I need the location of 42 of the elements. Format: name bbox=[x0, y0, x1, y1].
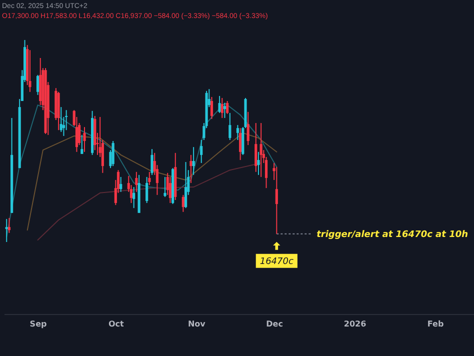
candlestick bbox=[260, 122, 262, 178]
candlestick bbox=[223, 102, 226, 118]
candlestick bbox=[220, 97, 224, 118]
candlestick bbox=[5, 218, 8, 242]
candlestick bbox=[80, 134, 84, 154]
candlestick bbox=[146, 176, 148, 204]
candlestick bbox=[83, 126, 86, 152]
x-tick-label: 2026 bbox=[344, 320, 367, 328]
candlestick bbox=[228, 112, 232, 140]
x-tick-label: Dec bbox=[266, 320, 284, 328]
candlestick bbox=[148, 171, 151, 186]
candlestick bbox=[226, 100, 229, 114]
candlestick bbox=[112, 140, 114, 167]
candlestick bbox=[218, 95, 221, 114]
candlestick bbox=[254, 122, 258, 172]
x-tick-label: Oct bbox=[108, 320, 124, 328]
x-tick-label: Sep bbox=[30, 320, 47, 328]
candlestick bbox=[164, 176, 166, 198]
ref-line-label: trigger/alert at 16470c at 10h bbox=[316, 230, 468, 240]
candlestick bbox=[236, 124, 239, 140]
candlestick bbox=[120, 176, 122, 192]
annotation: 16470c bbox=[260, 256, 294, 267]
candlestick bbox=[168, 176, 172, 204]
x-tick-label: Nov bbox=[188, 320, 206, 328]
candlestick bbox=[36, 74, 40, 96]
candlestick bbox=[135, 171, 138, 192]
candlestick bbox=[65, 110, 68, 131]
candlestick bbox=[8, 217, 10, 234]
candlestick bbox=[182, 194, 184, 212]
candlestick bbox=[257, 151, 260, 176]
x-tick-label: Feb bbox=[427, 320, 444, 328]
candlestick bbox=[184, 162, 188, 209]
candlestick bbox=[246, 111, 250, 146]
candlestick bbox=[150, 148, 154, 176]
candlestick bbox=[190, 154, 192, 184]
candlestick bbox=[132, 186, 136, 209]
candlestick bbox=[275, 166, 278, 234]
candlestick bbox=[192, 146, 195, 176]
candlestick bbox=[60, 106, 62, 132]
candlestick bbox=[200, 139, 203, 164]
candlestick bbox=[239, 128, 242, 160]
candlestick bbox=[210, 96, 214, 120]
